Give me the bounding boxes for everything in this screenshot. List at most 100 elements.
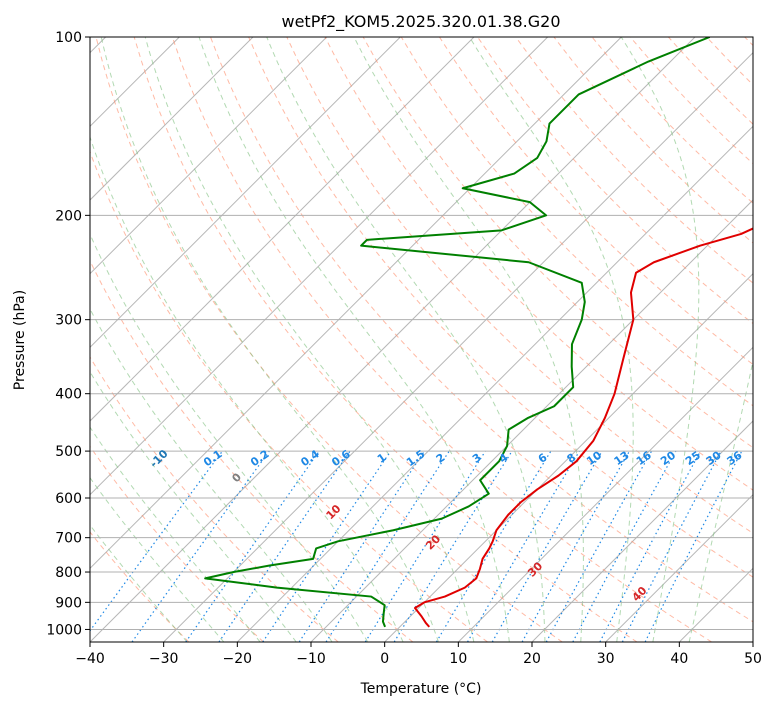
isotherm-line — [90, 37, 622, 570]
mixing-ratio-line — [262, 450, 392, 642]
x-axis-ticks: −40 −30 −20 −10 0 10 20 30 40 50 — [75, 642, 762, 667]
mixing-ratio-label: 6 — [536, 451, 550, 466]
dry-adiabat-line — [668, 37, 753, 125]
x-tick-label: −10 — [296, 651, 326, 667]
x-tick-label: 0 — [380, 651, 389, 667]
x-tick-label: 20 — [523, 651, 541, 667]
isotherm-line — [90, 37, 328, 275]
moist-adiabat-line — [688, 358, 753, 642]
x-tick-label: 40 — [670, 651, 688, 667]
moist-adiabat-line — [266, 37, 546, 642]
dry-adiabat-line — [210, 37, 753, 623]
x-tick-label: −30 — [149, 651, 179, 667]
mixing-ratio-line — [131, 450, 270, 642]
dry-adiabat-line — [133, 37, 638, 642]
y-tick-label: 600 — [55, 491, 82, 507]
moist-adiabat-lines — [90, 37, 753, 642]
moist-adiabat-line — [100, 37, 439, 642]
moist-adiabat-line — [144, 37, 475, 642]
dry-adiabat-label: 30 — [525, 559, 545, 579]
dry-adiabat-line — [171, 37, 712, 642]
x-tick-label: 10 — [449, 651, 467, 667]
x-tick-label: −40 — [75, 651, 105, 667]
y-tick-label: 800 — [55, 565, 82, 581]
temperature-line — [413, 227, 753, 628]
dry-adiabat-label: -30 — [0, 379, 9, 402]
dry-adiabat-line — [90, 150, 488, 642]
mixing-ratio-lines — [90, 450, 743, 642]
mixing-ratio-label: 0.6 — [329, 447, 353, 469]
isotherm-line — [90, 37, 254, 201]
y-tick-label: 100 — [55, 30, 82, 46]
isotherm-line — [384, 272, 753, 642]
dewpoint-line — [204, 37, 711, 628]
mixing-ratio-line — [218, 450, 351, 642]
mixing-ratio-line — [545, 450, 653, 642]
moist-adiabat-line — [90, 135, 404, 642]
isotherm-line — [90, 37, 475, 422]
y-tick-label: 400 — [55, 387, 82, 403]
moist-adiabat-line — [90, 308, 333, 642]
y-tick-label: 200 — [55, 208, 82, 224]
dry-adiabat-line — [515, 37, 753, 284]
mixing-ratio-line — [435, 450, 552, 642]
dry-adiabat-line — [553, 37, 753, 244]
mixing-ratio-line — [644, 450, 743, 642]
dry-adiabat-line — [95, 37, 563, 642]
plot-area: 0.10.20.40.611.52346810131620253036-100-… — [0, 37, 753, 642]
isotherm-line — [457, 346, 753, 642]
y-tick-label: 300 — [55, 313, 82, 329]
moist-adiabat-line — [90, 233, 369, 642]
mixing-ratio-line — [393, 450, 513, 642]
y-axis-label: Pressure (hPa) — [12, 290, 28, 390]
moist-adiabat-line — [353, 37, 584, 642]
isotherm-line — [90, 37, 549, 496]
pressure-gridlines — [90, 37, 753, 630]
mixing-ratio-line — [90, 450, 223, 632]
dry-adiabat-lines — [90, 37, 753, 642]
dry-adiabat-line — [706, 37, 753, 86]
isotherm-line — [90, 37, 696, 642]
dry-adiabat-line — [400, 37, 753, 407]
mixing-ratio-line — [325, 450, 450, 642]
mixing-ratio-line — [599, 450, 702, 642]
dry-adiabat-line — [90, 259, 414, 642]
mixing-ratio-line — [466, 450, 580, 642]
dry-adiabat-line — [248, 37, 753, 578]
x-tick-label: 50 — [744, 651, 762, 667]
isopleth-labels: 0.10.20.40.611.52346810131620253036-100-… — [0, 379, 744, 604]
y-tick-label: 500 — [55, 444, 82, 460]
dry-adiabat-line — [90, 356, 339, 642]
dry-adiabat-label: -20 — [65, 415, 88, 438]
y-tick-label: 900 — [55, 595, 82, 611]
isotherm-line — [163, 51, 753, 642]
sounding-series — [204, 37, 753, 628]
x-tick-label: 30 — [597, 651, 615, 667]
moist-adiabat-line — [90, 370, 297, 642]
dry-adiabat-line — [286, 37, 753, 534]
y-tick-label: 700 — [55, 531, 82, 547]
x-tick-label: −20 — [223, 651, 253, 667]
isotherm-line — [90, 37, 401, 349]
plot-frame — [89, 36, 754, 643]
moist-adiabat-line — [90, 524, 188, 642]
mixing-ratio-label: 4 — [497, 451, 511, 466]
dry-adiabat-line — [90, 445, 264, 642]
dry-adiabat-line — [591, 37, 753, 204]
moist-adiabat-line — [469, 37, 634, 642]
y-tick-label: 1000 — [46, 622, 82, 638]
y-axis-ticks: 100 200 300 400 500 600 700 800 900 1000 — [46, 30, 90, 638]
dry-adiabat-line — [90, 531, 190, 642]
mixing-ratio-line — [185, 450, 320, 642]
mixing-ratio-line — [572, 450, 677, 642]
mixing-ratio-line — [298, 450, 425, 642]
dry-adiabat-line — [744, 37, 753, 47]
x-axis-label: Temperature (°C) — [360, 681, 482, 697]
mixing-ratio-label: 0.4 — [298, 447, 322, 469]
isotherm-line — [236, 125, 753, 642]
moist-adiabat-line — [90, 476, 225, 642]
mixing-ratio-line — [364, 450, 486, 642]
dry-adiabat-line — [477, 37, 753, 325]
isotherm-lines — [90, 37, 753, 642]
